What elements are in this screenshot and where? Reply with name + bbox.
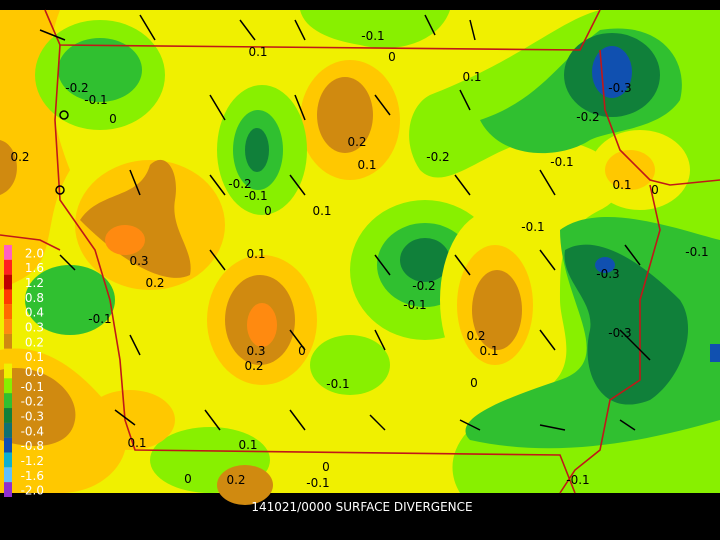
colorbar-label: -1.2 — [21, 454, 44, 468]
colorbar-swatch — [4, 274, 12, 290]
state-borders — [0, 9, 720, 494]
contour-label: -0.3 — [608, 81, 631, 95]
contour-label: -0.1 — [84, 93, 107, 107]
map-title: 141021/0000 SURFACE DIVERGENCE — [251, 500, 472, 514]
colorbar-swatch — [4, 289, 12, 305]
contour-label: -0.2 — [65, 81, 88, 95]
contour-label: 0.3 — [129, 254, 148, 268]
contour-label: -0.2 — [412, 279, 435, 293]
colorbar-label: 1.2 — [25, 276, 44, 290]
contour-label: 0.2 — [347, 135, 366, 149]
contour-label: 0.2 — [244, 359, 263, 373]
colorbar: 2.01.61.20.80.40.30.20.10.0-0.1-0.2-0.3-… — [4, 245, 44, 498]
colorbar-swatch — [4, 437, 12, 453]
contour-label: 0.2 — [466, 329, 485, 343]
colorbar-label: 0.1 — [25, 350, 44, 364]
colorbar-swatch — [4, 259, 12, 275]
colorbar-label: 0.8 — [25, 291, 44, 305]
contour-label: -0.1 — [306, 476, 329, 490]
contour-label: 0 — [298, 344, 306, 358]
colorbar-swatch — [4, 422, 12, 438]
colorbar-label: -0.8 — [21, 439, 44, 453]
contour-label: 0.1 — [246, 247, 265, 261]
colorbar-label: -0.3 — [21, 409, 44, 423]
contour-label: 0.3 — [246, 344, 265, 358]
colorbar-swatch — [4, 348, 12, 364]
colorbar-swatch — [4, 452, 12, 468]
contour-label: -0.1 — [403, 298, 426, 312]
colorbar-label: -1.6 — [21, 469, 44, 483]
colorbar-label: 1.6 — [25, 261, 44, 275]
colorbar-label: 2.0 — [25, 246, 44, 260]
contour-label: -0.2 — [228, 177, 251, 191]
colorbar-label: -0.4 — [21, 424, 44, 438]
contour-label: -0.3 — [608, 326, 631, 340]
contour-label: -0.1 — [521, 220, 544, 234]
contour-label: 0.1 — [612, 178, 631, 192]
contour-label: 0.2 — [10, 150, 29, 164]
colorbar-swatch — [4, 304, 12, 320]
map-field — [0, 10, 720, 505]
contour-label: -0.1 — [326, 377, 349, 391]
contour-label: 0.2 — [145, 276, 164, 290]
contour-label: -0.1 — [550, 155, 573, 169]
contour-label: -0.1 — [361, 29, 384, 43]
contour-label: 0.1 — [127, 436, 146, 450]
colorbar-swatch — [4, 319, 12, 334]
colorbar-label: 0.0 — [25, 365, 44, 379]
contour-label: 0 — [184, 472, 192, 486]
contour-label: 0.1 — [462, 70, 481, 84]
contour-label: 0 — [322, 460, 330, 474]
contour-label: -0.2 — [426, 150, 449, 164]
colorbar-label: 0.3 — [25, 321, 44, 335]
contour-label: -0.1 — [566, 473, 589, 487]
colorbar-label: 0.2 — [25, 335, 44, 349]
contour-label: -0.1 — [685, 245, 708, 259]
colorbar-swatch — [4, 482, 12, 497]
station-markers — [55, 110, 69, 195]
colorbar-swatch — [4, 245, 12, 260]
contour-label: 0 — [388, 50, 396, 64]
contour-label: 0.2 — [226, 473, 245, 487]
contour-label: 0 — [264, 204, 272, 218]
contour-label: 0 — [651, 183, 659, 197]
colorbar-swatch — [4, 378, 12, 394]
colorbar-swatch — [4, 363, 12, 379]
contour-label: 0 — [109, 112, 117, 126]
contour-label: -0.1 — [244, 189, 267, 203]
contour-labels: 0.1-0.100.1-0.2-0.10-0.3-0.20.20.1-0.2 -0… — [10, 29, 708, 490]
contour-label: 0.1 — [312, 204, 331, 218]
wind-barbs — [39, 14, 651, 431]
contour-label: -0.3 — [596, 267, 619, 281]
contour-label: -0.2 — [576, 110, 599, 124]
colorbar-swatch — [4, 333, 12, 349]
contour-label: 0.1 — [357, 158, 376, 172]
colorbar-swatch — [4, 393, 12, 409]
colorbar-swatch — [4, 467, 12, 483]
contour-label: 0.1 — [248, 45, 267, 59]
contour-label: 0.1 — [238, 438, 257, 452]
contour-label: 0 — [470, 376, 478, 390]
colorbar-swatch — [4, 408, 12, 423]
colorbar-label: 0.4 — [25, 306, 44, 320]
contour-label: 0.1 — [479, 344, 498, 358]
colorbar-label: -0.2 — [21, 395, 44, 409]
colorbar-label: -2.0 — [21, 484, 44, 498]
colorbar-label: -0.1 — [21, 380, 44, 394]
contour-label: -0.1 — [88, 312, 111, 326]
